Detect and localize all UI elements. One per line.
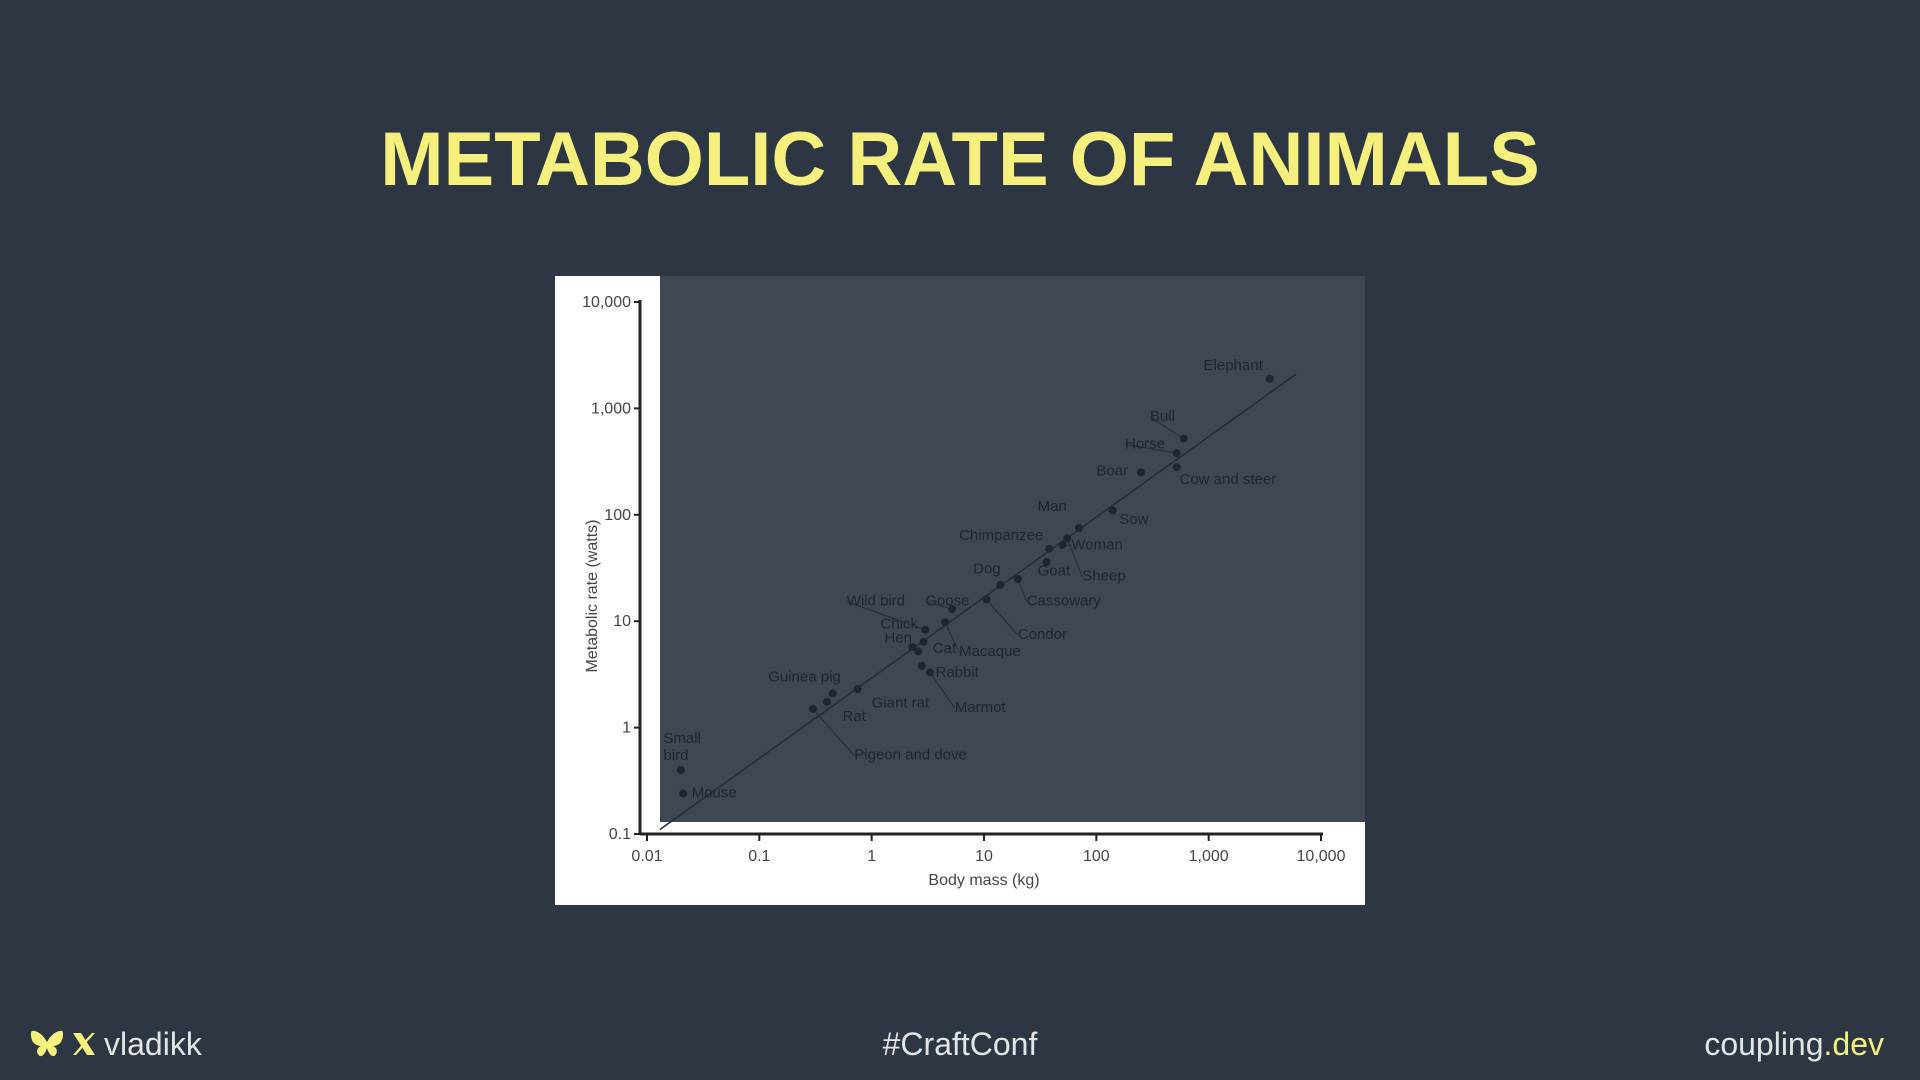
data-point <box>908 643 917 652</box>
data-point-label: Dog <box>973 561 1001 578</box>
data-point <box>919 637 928 646</box>
x-tick-label: 1,000 <box>1189 848 1229 865</box>
data-point-label: Giant rat <box>872 694 930 711</box>
y-tick-label: 10,000 <box>582 294 631 311</box>
y-tick-label: 1 <box>622 720 631 737</box>
x-logo-icon <box>70 1030 98 1058</box>
data-point-label: Wild bird <box>847 593 905 610</box>
data-point <box>917 661 926 670</box>
data-point <box>853 685 862 694</box>
data-point <box>1108 506 1117 515</box>
data-point-label: Woman <box>1071 537 1122 554</box>
data-point-label: Man <box>1038 498 1067 515</box>
data-point <box>1137 468 1146 477</box>
footer-site: coupling.dev <box>1704 1024 1884 1064</box>
data-point-label: Sow <box>1119 511 1148 528</box>
slide-title: METABOLIC RATE OF ANIMALS <box>380 117 1540 202</box>
data-point-label: Cat <box>933 640 957 657</box>
data-point <box>1074 524 1083 533</box>
leader-line <box>925 601 953 610</box>
footer-handle-text: vladikk <box>104 1025 202 1062</box>
data-point <box>948 605 957 614</box>
data-point <box>1063 534 1072 543</box>
data-point <box>925 668 934 677</box>
data-point <box>1179 434 1188 443</box>
data-point-label: Pigeon and dove <box>854 747 967 764</box>
leader-line <box>1149 416 1185 440</box>
data-point <box>1013 574 1022 583</box>
data-point <box>1042 558 1051 567</box>
data-point <box>1045 544 1054 553</box>
data-point-label: Rat <box>843 708 867 725</box>
x-tick-label: 1 <box>867 848 876 865</box>
data-point-label: Chick <box>881 616 919 633</box>
footer-handle: vladikk <box>30 1024 202 1064</box>
data-point-label: Bull <box>1150 408 1175 425</box>
butterfly-icon <box>30 1029 64 1059</box>
y-tick-label: 1,000 <box>591 400 631 417</box>
data-point <box>941 618 950 627</box>
data-point <box>676 765 685 774</box>
y-tick-label: 10 <box>613 613 631 630</box>
data-point-label: Rabbit <box>935 664 979 681</box>
footer-hashtag: #CraftConf <box>882 1026 1038 1062</box>
chart-panel: 0.1 1 10 100 1,000 10,000 0.01 0.1 1 10 100 1,000 10… <box>555 276 1365 905</box>
leader-line <box>944 621 960 653</box>
x-tick-label: 10,000 <box>1297 848 1346 865</box>
leader-line <box>929 672 956 709</box>
data-point <box>914 647 923 656</box>
x-tick-label: 0.1 <box>748 848 770 865</box>
data-point <box>996 580 1005 589</box>
data-point-label: Marmot <box>955 699 1007 716</box>
x-axis-label: Body mass (kg) <box>928 872 1039 889</box>
data-point <box>1265 374 1274 383</box>
data-point <box>828 689 837 698</box>
leader-line <box>986 599 1019 636</box>
data-point-label: Goat <box>1038 562 1071 579</box>
leader-line <box>812 708 855 756</box>
data-point-label: Condor <box>1018 626 1067 643</box>
y-axis-label: Metabolic rate (watts) <box>584 520 601 673</box>
x-tick-label: 0.01 <box>631 848 662 865</box>
data-point-label: Sheep <box>1082 568 1125 585</box>
data-point-label: Elephant <box>1204 357 1264 374</box>
data-point <box>808 704 817 713</box>
data-point <box>982 595 991 604</box>
data-point <box>921 625 930 634</box>
data-point-label: Macaque <box>959 643 1021 660</box>
y-tick-label: 0.1 <box>609 826 631 843</box>
leader-line <box>1066 538 1083 577</box>
data-point-label: Hen <box>884 630 912 647</box>
data-point-label: Mouse <box>692 785 737 802</box>
plot-area <box>660 276 1365 822</box>
data-point <box>679 789 688 798</box>
x-tick-label: 10 <box>975 848 993 865</box>
data-point <box>1058 541 1067 550</box>
footer-site-main: coupling <box>1704 1026 1824 1062</box>
data-point <box>822 697 831 706</box>
leader-line <box>846 601 926 631</box>
data-point-label: Boar <box>1096 462 1128 479</box>
x-tick-label: 100 <box>1083 848 1110 865</box>
data-point-label: Cassowary <box>1027 593 1102 610</box>
data-point-label: Cow and steer <box>1180 471 1277 488</box>
data-point <box>1172 449 1181 458</box>
data-point-label: Guinea pig <box>768 669 841 686</box>
footer-site-accent: .dev <box>1823 1026 1884 1062</box>
leader-line <box>1017 578 1028 602</box>
data-point-label: Small bird <box>663 730 701 764</box>
data-point-label: Horse <box>1125 435 1165 452</box>
data-point-label: Chimpanzee <box>959 527 1043 544</box>
trend-line <box>659 373 1297 831</box>
data-point <box>1172 463 1181 472</box>
leader-line <box>1124 443 1177 454</box>
y-tick-label: 100 <box>604 507 631 524</box>
data-point-label: Goose <box>925 593 969 610</box>
